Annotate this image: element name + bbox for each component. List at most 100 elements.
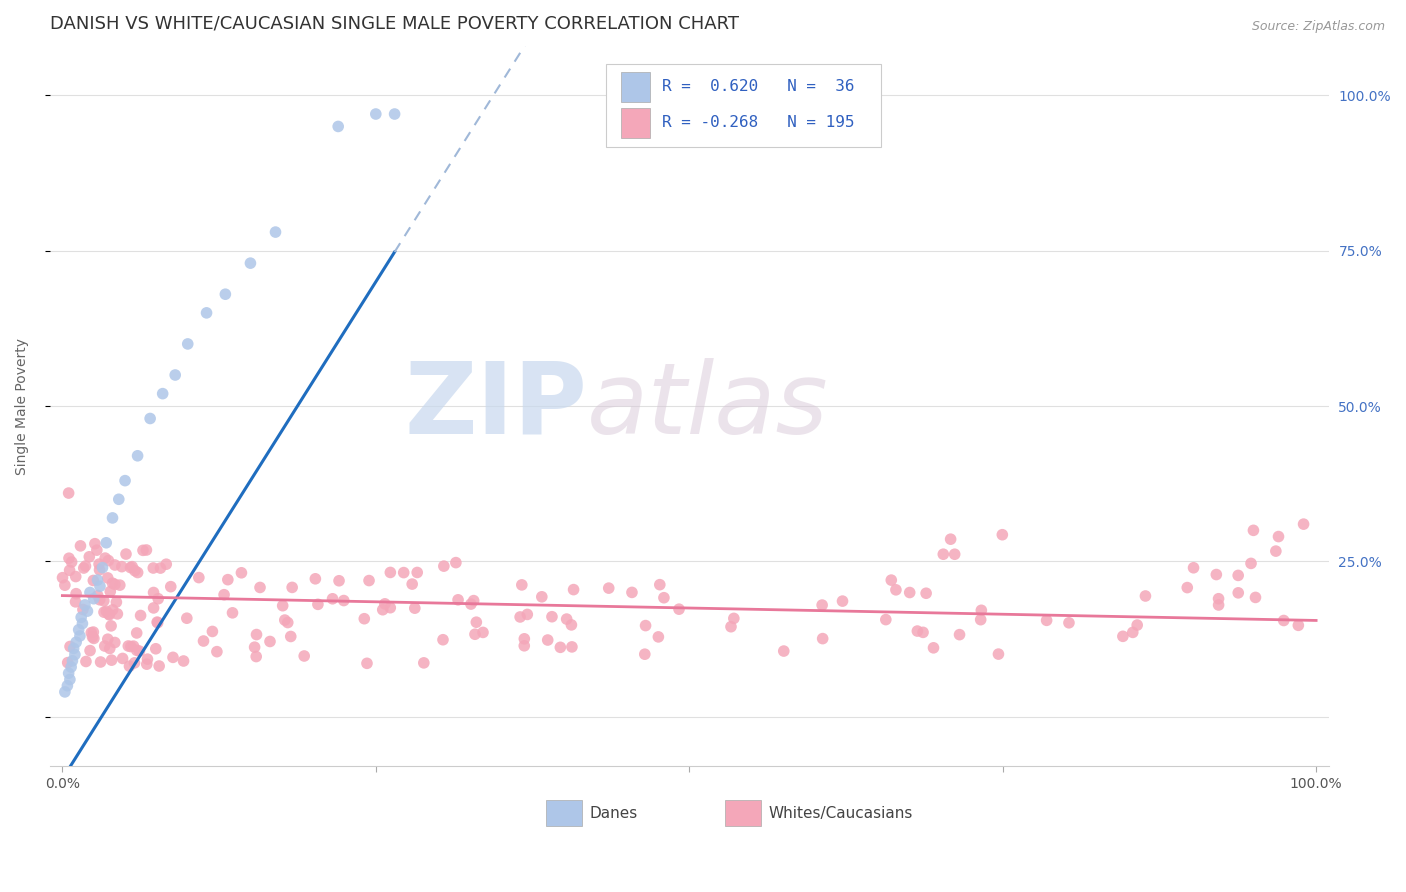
Point: [404, 601, 426, 615]
Point: [217, 573, 239, 587]
Point: [987, 647, 1010, 661]
Point: [875, 613, 897, 627]
Point: [56, 679, 79, 693]
Point: [831, 594, 853, 608]
Point: [118, 659, 141, 673]
Point: [65, 569, 87, 583]
Point: [1244, 591, 1267, 605]
Point: [513, 639, 536, 653]
Point: [464, 627, 486, 641]
Point: [100, 619, 122, 633]
Point: [79, 585, 101, 599]
Point: [75, 655, 97, 669]
Point: [432, 632, 454, 647]
Point: [412, 656, 434, 670]
Point: [94, 551, 117, 566]
Point: [598, 581, 620, 595]
Point: [51, 571, 73, 585]
Point: [59, 563, 82, 577]
Point: [89, 579, 111, 593]
Point: [221, 606, 243, 620]
Point: [120, 560, 142, 574]
Point: [1057, 615, 1080, 630]
Point: [105, 607, 128, 621]
Point: [96, 604, 118, 618]
Point: [880, 573, 903, 587]
Point: [53, 578, 76, 592]
Point: [124, 656, 146, 670]
Point: [82, 625, 104, 640]
Point: [93, 594, 115, 608]
Point: [90, 655, 112, 669]
Point: [1292, 517, 1315, 532]
Point: [1241, 524, 1264, 538]
Point: [239, 256, 262, 270]
Point: [83, 591, 105, 606]
Point: [142, 585, 165, 599]
Point: [124, 564, 146, 578]
Point: [115, 547, 138, 561]
Point: [148, 591, 170, 606]
Point: [472, 625, 495, 640]
Point: [149, 561, 172, 575]
Point: [176, 611, 198, 625]
Point: [93, 639, 115, 653]
Point: [59, 640, 82, 654]
Point: [1227, 568, 1250, 582]
Text: R =  0.620   N =  36: R = 0.620 N = 36: [662, 79, 855, 95]
Point: [969, 613, 991, 627]
Point: [811, 598, 834, 612]
Point: [271, 599, 294, 613]
Point: [322, 591, 344, 606]
Point: [214, 287, 236, 301]
Point: [114, 474, 136, 488]
Point: [537, 633, 560, 648]
Point: [280, 630, 302, 644]
Point: [122, 639, 145, 653]
Point: [898, 585, 921, 599]
Point: [86, 573, 108, 587]
Text: ZIP: ZIP: [404, 358, 586, 455]
Point: [73, 561, 96, 575]
Point: [374, 597, 396, 611]
Point: [70, 610, 93, 624]
Point: [249, 581, 271, 595]
Point: [83, 632, 105, 646]
Bar: [621, 108, 650, 138]
Point: [67, 623, 90, 637]
Point: [129, 608, 152, 623]
Point: [111, 651, 134, 665]
Point: [905, 624, 928, 638]
Point: [69, 539, 91, 553]
Point: [108, 578, 131, 592]
Point: [65, 635, 87, 649]
Point: [117, 639, 139, 653]
Point: [562, 582, 585, 597]
Point: [101, 576, 124, 591]
Point: [60, 555, 83, 569]
Point: [142, 561, 165, 575]
Point: [1182, 561, 1205, 575]
Point: [58, 486, 80, 500]
Text: DANISH VS WHITE/CAUCASIAN SINGLE MALE POVERTY CORRELATION CHART: DANISH VS WHITE/CAUCASIAN SINGLE MALE PO…: [49, 15, 738, 33]
Point: [195, 306, 218, 320]
Point: [1205, 567, 1227, 582]
Point: [187, 571, 209, 585]
Point: [647, 630, 669, 644]
Point: [128, 644, 150, 658]
Point: [97, 632, 120, 647]
Point: [73, 598, 96, 612]
Point: [444, 556, 467, 570]
Point: [555, 612, 578, 626]
Point: [243, 640, 266, 655]
Point: [307, 598, 329, 612]
Text: Danes: Danes: [589, 805, 638, 821]
Point: [97, 571, 120, 585]
Point: [104, 558, 127, 572]
Point: [60, 660, 83, 674]
Point: [304, 572, 326, 586]
Point: [364, 107, 387, 121]
Point: [245, 649, 267, 664]
Point: [433, 559, 456, 574]
Point: [1135, 589, 1157, 603]
